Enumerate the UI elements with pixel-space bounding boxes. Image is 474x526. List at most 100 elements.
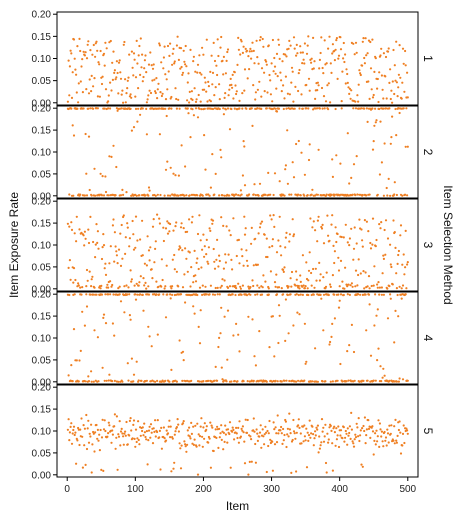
data-point [96, 107, 99, 110]
data-point [268, 246, 271, 249]
data-point [295, 380, 298, 383]
data-point [297, 418, 300, 421]
data-point [145, 379, 148, 382]
data-point [301, 285, 304, 288]
data-point [240, 248, 243, 251]
data-point [254, 237, 257, 240]
data-point [90, 74, 93, 77]
data-point [160, 447, 163, 450]
data-point [95, 40, 98, 43]
data-point [107, 293, 110, 296]
data-point [401, 263, 404, 266]
data-point [359, 73, 362, 77]
data-point [203, 134, 206, 137]
data-point [162, 226, 165, 229]
data-point [377, 419, 380, 422]
data-point [202, 233, 205, 236]
data-point [329, 62, 332, 65]
data-point [378, 286, 381, 289]
data-point [195, 261, 198, 264]
data-point [241, 174, 244, 177]
data-point [328, 35, 331, 38]
data-point [404, 145, 407, 148]
data-point [377, 281, 380, 284]
data-point [378, 422, 381, 425]
data-point [363, 429, 366, 433]
data-point [330, 335, 333, 338]
data-point [261, 428, 264, 431]
data-point [404, 49, 407, 53]
data-point [371, 148, 375, 151]
data-point [230, 258, 233, 261]
data-point [348, 87, 351, 90]
data-point [241, 255, 244, 258]
data-point [68, 293, 71, 297]
data-point [369, 436, 372, 439]
y-tick-label: 0.20 [32, 290, 52, 301]
data-point [160, 61, 163, 64]
data-point [194, 70, 197, 73]
data-point [395, 272, 398, 275]
data-point [365, 329, 368, 332]
data-point [128, 237, 131, 240]
data-point [236, 436, 239, 440]
data-point [401, 194, 404, 197]
data-point [198, 342, 202, 345]
data-point [260, 67, 264, 70]
data-point [270, 62, 273, 65]
data-point [116, 71, 119, 75]
data-point [104, 190, 108, 194]
data-point [166, 44, 170, 48]
data-point [282, 107, 285, 111]
data-point [371, 38, 374, 41]
data-point [380, 74, 383, 77]
data-point [111, 380, 114, 383]
data-point [344, 266, 347, 269]
data-point [152, 63, 155, 66]
data-point [333, 59, 336, 62]
data-point [79, 80, 82, 83]
data-point [85, 447, 89, 451]
data-point [162, 293, 165, 296]
data-point [96, 437, 99, 440]
data-point [102, 313, 106, 316]
data-point [327, 438, 330, 441]
data-point [324, 100, 328, 103]
data-point [322, 426, 325, 429]
data-point [123, 285, 126, 288]
data-point [354, 100, 357, 103]
data-point [390, 89, 393, 92]
data-point [152, 218, 155, 221]
data-point [239, 285, 242, 288]
data-point [361, 245, 364, 248]
data-point [349, 97, 352, 100]
data-point [126, 222, 129, 225]
data-point [151, 277, 154, 280]
data-point [121, 257, 124, 260]
data-point [130, 280, 133, 283]
data-point [406, 71, 409, 74]
data-point [138, 194, 141, 197]
data-point [227, 94, 230, 97]
data-point [118, 285, 121, 288]
data-point [228, 285, 232, 288]
data-point [365, 428, 368, 431]
data-point [321, 430, 324, 433]
data-point [72, 281, 75, 284]
data-point [116, 109, 119, 112]
data-point [280, 432, 283, 435]
data-point [299, 45, 302, 48]
data-point [196, 293, 199, 297]
data-point [341, 70, 344, 73]
data-point [68, 225, 71, 228]
data-point [267, 444, 270, 448]
data-point [158, 44, 161, 47]
data-point [253, 430, 256, 433]
data-point [231, 430, 234, 433]
data-point [258, 431, 262, 434]
data-point [205, 425, 208, 428]
data-point [126, 443, 129, 446]
data-point [92, 430, 95, 434]
data-point [267, 293, 270, 296]
data-point [70, 96, 74, 99]
